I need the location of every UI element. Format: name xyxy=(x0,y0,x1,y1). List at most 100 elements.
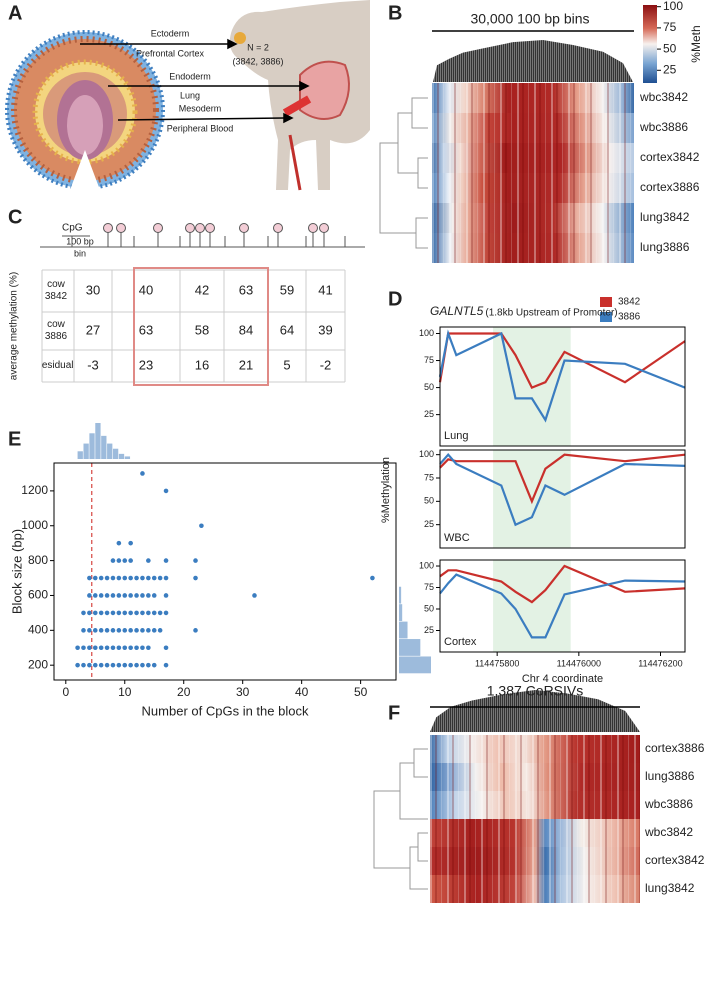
legend-swatch xyxy=(600,312,612,322)
legend-label: 3886 xyxy=(618,312,641,323)
colorbar xyxy=(643,5,657,83)
table-cell: 16 xyxy=(195,357,209,372)
scatter-point xyxy=(75,662,80,668)
row-label: cortex3886 xyxy=(645,741,705,755)
scatter-point xyxy=(104,628,110,633)
scatter-point xyxy=(98,628,104,633)
y-axis-label: Block size (bp) xyxy=(9,529,24,614)
scatter-point xyxy=(199,523,204,529)
heatmap-row xyxy=(430,847,640,875)
x-tick-label: 20 xyxy=(177,685,191,699)
highlight-box xyxy=(133,267,269,386)
heatmap-row xyxy=(432,203,634,233)
scatter-point xyxy=(157,610,163,616)
row-label: lung3842 xyxy=(645,881,695,895)
legend-label: 3842 xyxy=(618,297,641,308)
table-cell: 27 xyxy=(86,322,100,337)
panel-letter: D xyxy=(388,288,402,310)
line-charts: 25 50 75 100 3842 3886 Lung GALNTL5 (1.8kb Upstr… xyxy=(380,297,686,685)
scatter-point xyxy=(140,610,145,616)
scatter-point xyxy=(163,645,169,651)
table-cell: -3 xyxy=(87,357,99,372)
row-label: cow 3886 xyxy=(44,319,68,342)
label: Ectoderm xyxy=(151,28,190,38)
heatmap-row xyxy=(430,791,640,819)
scatter-point xyxy=(157,575,163,581)
marginal-bar xyxy=(101,435,107,459)
scatter-point xyxy=(116,628,122,633)
scatter-point xyxy=(134,593,139,598)
scatter-point xyxy=(122,628,128,633)
table-cell: 30 xyxy=(86,282,100,297)
scatter-chart: 200 400 600 800 1000 1200 0 10 20 30 40 50 Number of… xyxy=(9,423,431,718)
scatter-point xyxy=(163,558,169,563)
row-label-box: cow 3842 xyxy=(45,279,67,302)
scatter-point xyxy=(98,645,104,651)
y-tick-label: 800 xyxy=(28,553,48,567)
scatter-point xyxy=(163,662,169,668)
scatter-point xyxy=(110,575,116,581)
label: (3842, 3886) xyxy=(232,56,283,66)
scatter-point xyxy=(104,610,110,616)
scatter-point xyxy=(128,558,133,563)
x-axis-label: Number of CpGs in the block xyxy=(142,703,309,718)
marginal-bar xyxy=(399,639,421,656)
x-tick-label: 114476200 xyxy=(638,658,682,668)
marginal-bar xyxy=(399,586,402,604)
marginal-bar xyxy=(124,456,131,459)
plot-frame xyxy=(439,449,686,549)
y-tick-label: 200 xyxy=(28,657,48,671)
scatter-point xyxy=(193,575,198,581)
x-tick-label: 114476000 xyxy=(557,658,601,668)
scatter-point xyxy=(157,628,163,633)
table-cell: 23 xyxy=(139,357,153,372)
scatter-point xyxy=(146,628,151,633)
colorbar-tick-label: 100 xyxy=(663,0,683,13)
embryo xyxy=(5,30,165,190)
scatter-point xyxy=(98,575,104,581)
scatter-point xyxy=(104,662,110,668)
marginal-bar xyxy=(112,448,119,459)
heatmap-title: 1,387 CoRSIVs xyxy=(487,683,584,699)
label: Endoderm xyxy=(169,71,211,81)
row-label: wbc3842 xyxy=(639,90,688,104)
scatter-point xyxy=(128,645,133,651)
legend-swatch xyxy=(600,297,612,307)
panel-letter: F xyxy=(388,702,400,724)
heatmap-row xyxy=(430,819,640,847)
scatter-point xyxy=(146,558,151,563)
y-tick-label: 75 xyxy=(424,582,434,592)
scatter-point xyxy=(163,488,169,494)
heatmap-row xyxy=(432,233,634,263)
scatter-point xyxy=(116,593,122,598)
scatter-point xyxy=(193,628,198,633)
chart-title: GALNTL5 xyxy=(430,304,484,318)
row-label: cortex3886 xyxy=(640,180,700,194)
table-cell: 84 xyxy=(239,322,253,337)
y-axis-label: %Methylation xyxy=(380,457,392,523)
label: bin xyxy=(74,248,86,258)
table-cell: 40 xyxy=(139,282,153,297)
line-series xyxy=(438,332,686,389)
scatter-point xyxy=(128,610,133,616)
row-label: wbc3886 xyxy=(644,797,693,811)
scatter-point xyxy=(122,662,128,668)
row-label: cortex3842 xyxy=(640,150,700,164)
scatter-point xyxy=(92,662,98,668)
scatter-point xyxy=(140,628,145,633)
panel-letter: B xyxy=(388,2,402,24)
scatter-point xyxy=(92,645,98,651)
y-tick-label: 75 xyxy=(424,472,434,482)
scatter-point xyxy=(92,628,98,633)
heatmap-row xyxy=(432,113,634,143)
row-label: lung3886 xyxy=(645,769,695,783)
plot-frame xyxy=(439,559,686,653)
y-tick-label: 25 xyxy=(424,519,434,529)
label: CpG xyxy=(62,223,83,234)
scatter-point xyxy=(146,662,151,668)
scatter-point xyxy=(163,610,169,616)
marginal-bar xyxy=(107,443,113,459)
scatter-point xyxy=(134,645,139,651)
y-tick-label: 25 xyxy=(424,409,434,419)
scatter-point xyxy=(151,628,157,633)
